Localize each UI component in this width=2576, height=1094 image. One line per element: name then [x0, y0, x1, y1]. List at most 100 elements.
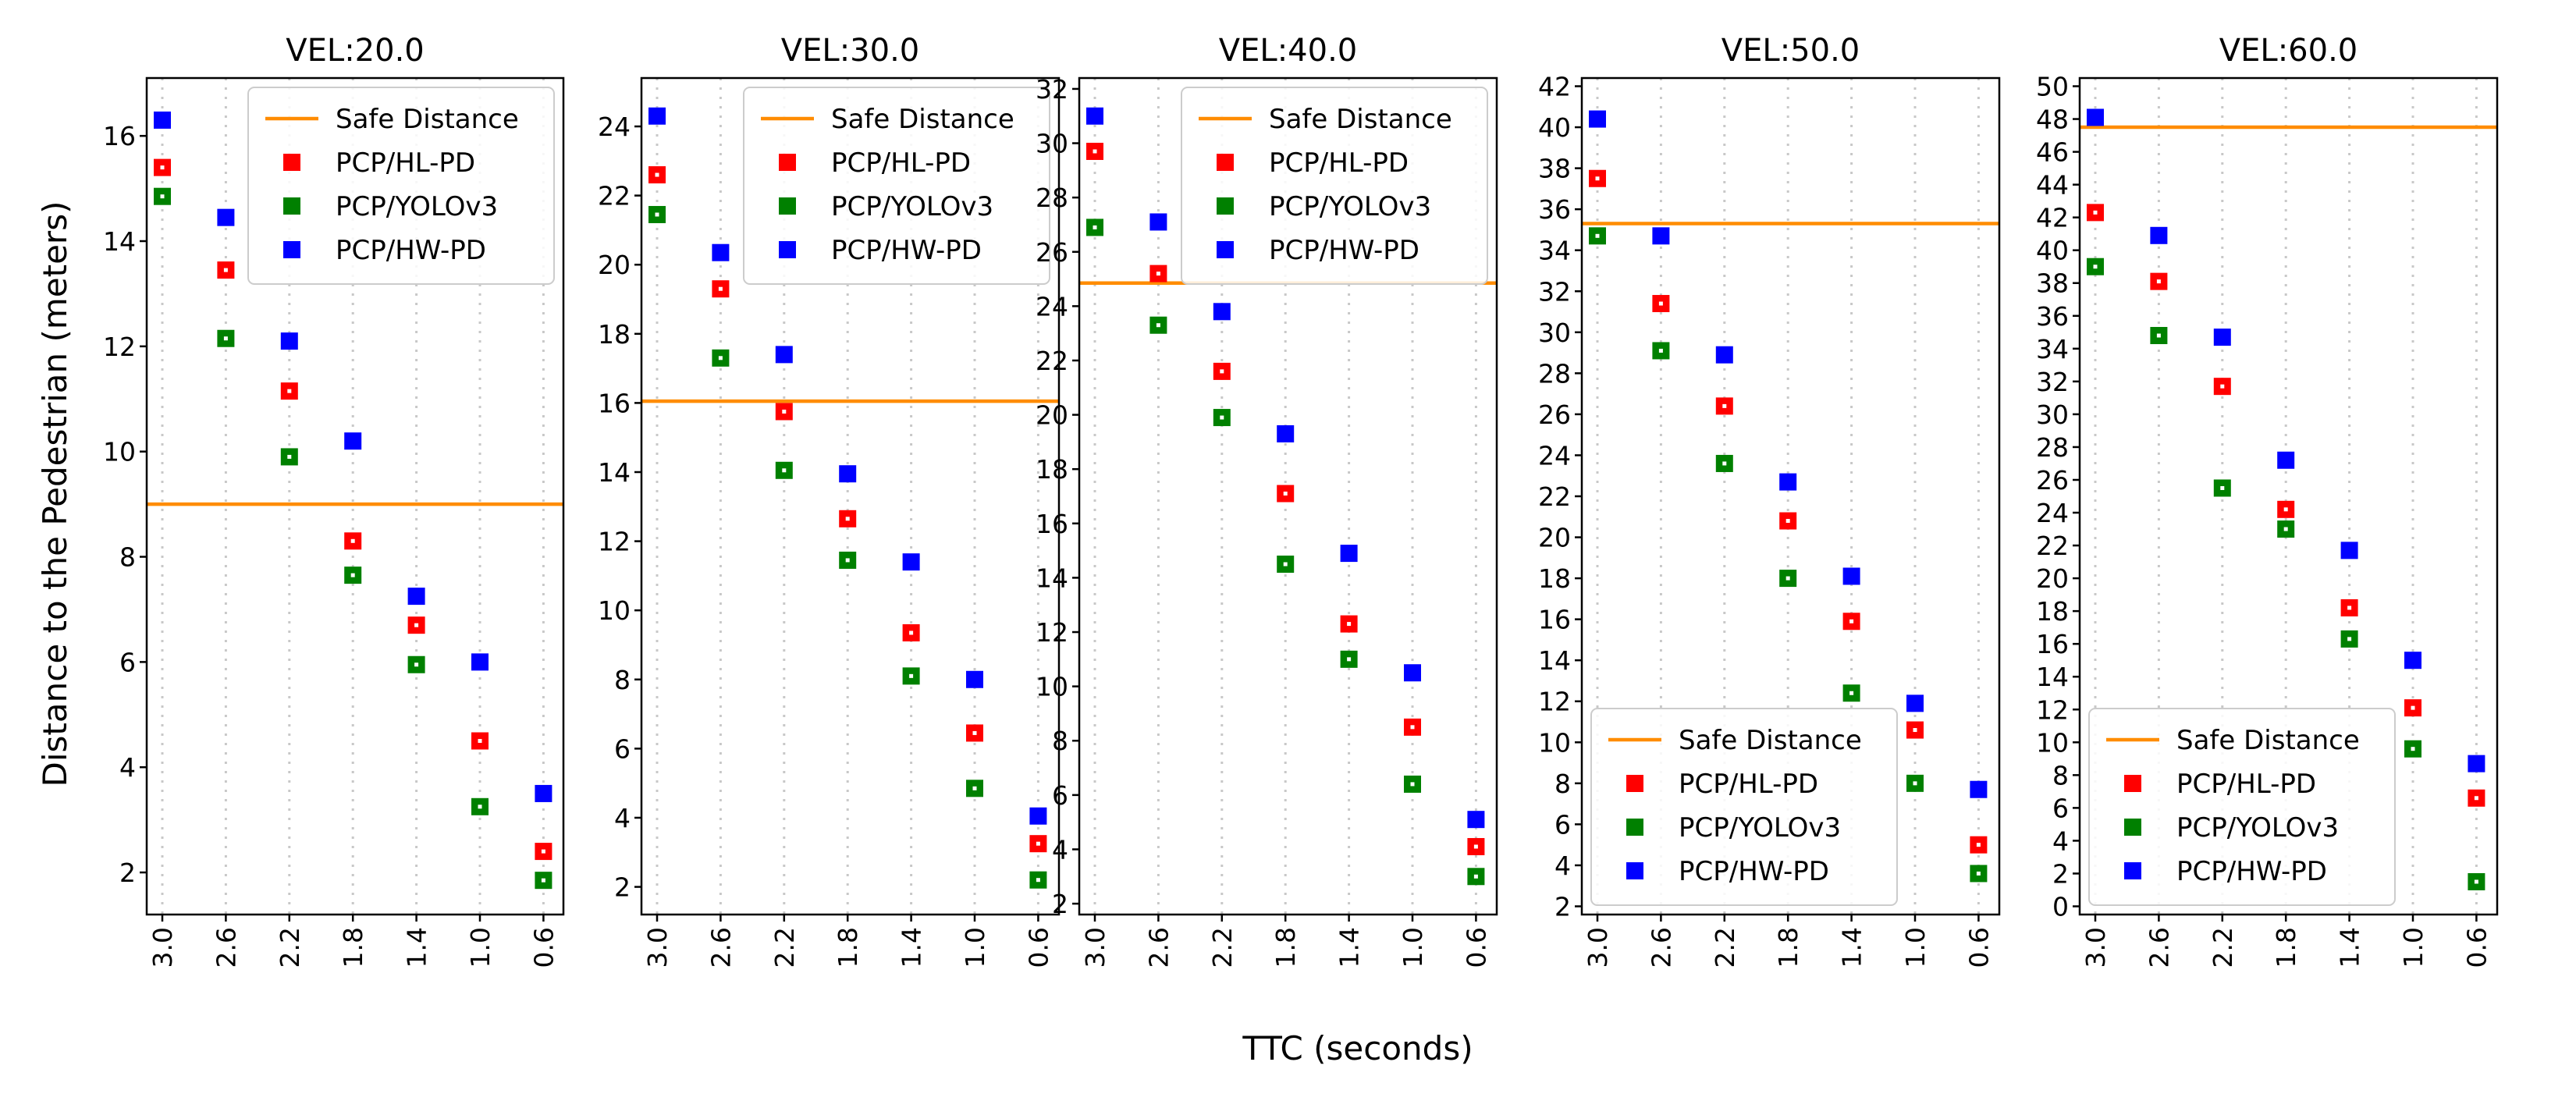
axes-frame — [145, 76, 565, 916]
y-tick-label: 10 — [103, 437, 136, 467]
y-tick-label: 4 — [1052, 834, 1068, 865]
panel-vel-1: VEL:20.0 2 4 6 8 10 12 14 16 3.0 2.6 2.2 1.8 1.4 1.0 0.… — [103, 33, 565, 968]
marker-center-dot — [1347, 657, 1352, 662]
marker-center-dot — [1410, 725, 1415, 730]
x-tick-label: 1.0 — [1398, 927, 1428, 968]
y-tick-label: 16 — [103, 121, 136, 151]
y-tick-label: 30 — [1036, 129, 1068, 159]
y-tick-label: 6 — [119, 647, 136, 677]
marker-center-dot — [2283, 527, 2288, 531]
y-tick-label: 24 — [598, 112, 631, 142]
y-tick-label: 6 — [1554, 809, 1571, 840]
marker-center-dot — [1849, 619, 1854, 623]
x-tick-label: 2.6 — [705, 927, 736, 968]
y-tick-label: 26 — [1036, 237, 1068, 268]
legend-swatch — [1217, 154, 1234, 171]
legend-label: PCP/HW-PD — [831, 235, 982, 266]
marker-center-dot — [1658, 301, 1663, 306]
marker-pcp-hw-pd — [2404, 652, 2421, 670]
marker-center-dot — [972, 730, 977, 735]
y-tick-label: 12 — [1538, 687, 1571, 717]
legend-safe-label: Safe Distance — [2176, 725, 2360, 756]
marker-center-dot — [2156, 279, 2161, 284]
marker-center-dot — [718, 286, 723, 291]
marker-center-dot — [972, 786, 977, 790]
y-tick-label: 6 — [614, 733, 631, 764]
y-tick-label: 8 — [119, 542, 136, 573]
marker-center-dot — [350, 573, 355, 577]
axes-frame — [640, 76, 1061, 916]
marker-center-dot — [287, 454, 292, 459]
legend-swatch — [1626, 819, 1643, 836]
marker-pcp-hw-pd — [280, 332, 298, 350]
y-tick-label: 2 — [119, 858, 136, 888]
marker-center-dot — [414, 623, 419, 627]
x-tick-label: 2.2 — [2208, 927, 2238, 968]
marker-center-dot — [350, 538, 355, 543]
marker-center-dot — [1156, 272, 1160, 276]
marker-center-dot — [223, 268, 228, 272]
y-tick-label: 26 — [1538, 400, 1571, 430]
legend-swatch — [2124, 862, 2141, 879]
x-tick-label: 1.4 — [2335, 927, 2365, 968]
legend-box — [1181, 87, 1488, 285]
y-tick-label: 44 — [2036, 170, 2069, 201]
x-tick-label: 0.6 — [1023, 927, 1053, 968]
marker-center-dot — [782, 409, 787, 414]
marker-center-dot — [2283, 507, 2288, 512]
y-tick-label: 4 — [2052, 826, 2069, 856]
marker-center-dot — [1976, 871, 1981, 876]
x-tick-label: 3.0 — [2080, 927, 2111, 968]
y-tick-label: 10 — [2036, 727, 2069, 758]
marker-center-dot — [1473, 874, 1478, 879]
legend: Safe Distance PCP/HL-PD PCP/YOLOv3 PCP/HW-P… — [1590, 708, 1898, 906]
marker-center-dot — [2347, 637, 2352, 641]
y-tick-label: 8 — [2052, 760, 2069, 790]
y-tick-label: 18 — [598, 319, 631, 350]
y-tick-label: 30 — [1538, 318, 1571, 348]
y-tick-label: 18 — [2036, 596, 2069, 627]
x-tick-label: 1.0 — [1900, 927, 1931, 968]
legend-label: PCP/YOLOv3 — [831, 191, 993, 222]
marker-pcp-hw-pd — [1906, 694, 1924, 712]
marker-center-dot — [1722, 403, 1727, 408]
legend-label: PCP/HW-PD — [1679, 856, 1829, 887]
marker-center-dot — [909, 673, 914, 678]
marker-center-dot — [2347, 606, 2352, 610]
marker-pcp-hw-pd — [1086, 107, 1103, 125]
y-tick-label: 26 — [2036, 465, 2069, 495]
y-tick-label: 28 — [2036, 432, 2069, 463]
y-tick-label: 16 — [598, 388, 631, 418]
marker-center-dot — [1220, 369, 1224, 374]
legend: Safe Distance PCP/HL-PD PCP/YOLOv3 PCP/HW-P… — [743, 87, 1050, 285]
marker-pcp-hw-pd — [775, 346, 793, 364]
x-tick-label: 1.4 — [402, 927, 432, 968]
marker-pcp-hw-pd — [2340, 542, 2358, 559]
y-tick-label: 30 — [2036, 400, 2069, 430]
marker-pcp-hw-pd — [1277, 424, 1295, 442]
marker-center-dot — [1093, 149, 1097, 154]
y-tick-label: 32 — [1538, 276, 1571, 307]
y-tick-label: 2 — [2052, 858, 2069, 889]
marker-center-dot — [2474, 796, 2478, 801]
y-tick-label: 0 — [2052, 891, 2069, 922]
marker-center-dot — [1156, 323, 1160, 328]
y-tick-label: 24 — [1036, 291, 1068, 321]
y-tick-label: 10 — [1036, 672, 1068, 702]
y-tick-label: 22 — [598, 181, 631, 211]
marker-center-dot — [1849, 691, 1854, 695]
legend-label: PCP/HW-PD — [2176, 856, 2327, 887]
x-tick-label: 1.8 — [2271, 927, 2301, 968]
legend-label: PCP/HL-PD — [1679, 769, 1818, 800]
marker-center-dot — [1347, 622, 1352, 627]
legend-label: PCP/HL-PD — [831, 147, 971, 179]
marker-pcp-hw-pd — [1340, 545, 1358, 563]
y-tick-label: 12 — [1036, 617, 1068, 648]
legend-safe-label: Safe Distance — [831, 104, 1014, 135]
marker-pcp-hw-pd — [1970, 780, 1988, 798]
y-tick-label: 36 — [2036, 301, 2069, 332]
y-tick-label: 22 — [1538, 481, 1571, 512]
marker-center-dot — [845, 517, 850, 521]
